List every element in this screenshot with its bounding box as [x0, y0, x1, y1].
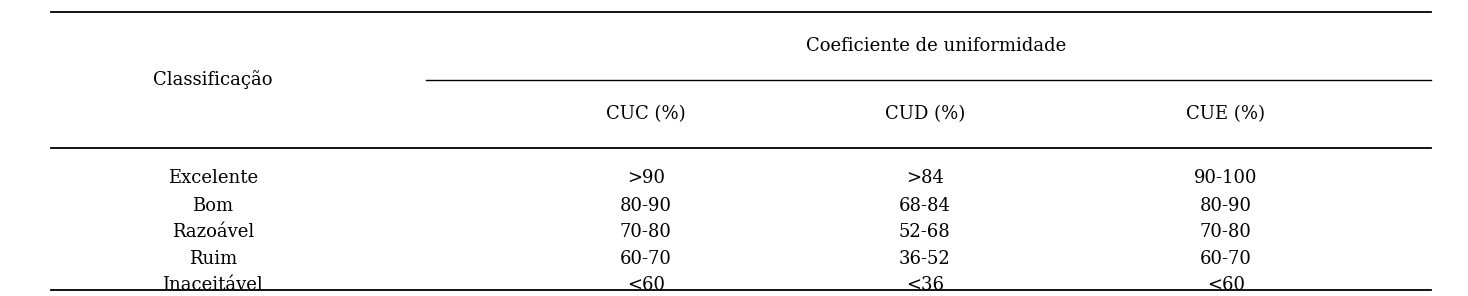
- Text: CUD (%): CUD (%): [885, 105, 964, 123]
- Text: Razoável: Razoável: [172, 223, 254, 241]
- Text: 60-70: 60-70: [1199, 250, 1252, 268]
- Text: Coeficiente de uniformidade: Coeficiente de uniformidade: [806, 37, 1067, 55]
- Text: 70-80: 70-80: [619, 223, 672, 241]
- Text: Classificação: Classificação: [153, 70, 273, 89]
- Text: Inaceitável: Inaceitável: [163, 276, 263, 294]
- Text: >84: >84: [906, 169, 944, 186]
- Text: Bom: Bom: [192, 197, 233, 215]
- Text: 68-84: 68-84: [898, 197, 951, 215]
- Text: Excelente: Excelente: [167, 169, 258, 186]
- Text: 60-70: 60-70: [619, 250, 672, 268]
- Text: CUE (%): CUE (%): [1186, 105, 1265, 123]
- Text: >90: >90: [627, 169, 665, 186]
- Text: 80-90: 80-90: [619, 197, 672, 215]
- Text: <36: <36: [906, 276, 944, 294]
- Text: 80-90: 80-90: [1199, 197, 1252, 215]
- Text: Ruim: Ruim: [189, 250, 236, 268]
- Text: 70-80: 70-80: [1199, 223, 1252, 241]
- Text: 36-52: 36-52: [898, 250, 951, 268]
- Text: <60: <60: [627, 276, 665, 294]
- Text: CUC (%): CUC (%): [606, 105, 686, 123]
- Text: <60: <60: [1207, 276, 1245, 294]
- Text: 52-68: 52-68: [898, 223, 951, 241]
- Text: 90-100: 90-100: [1193, 169, 1258, 186]
